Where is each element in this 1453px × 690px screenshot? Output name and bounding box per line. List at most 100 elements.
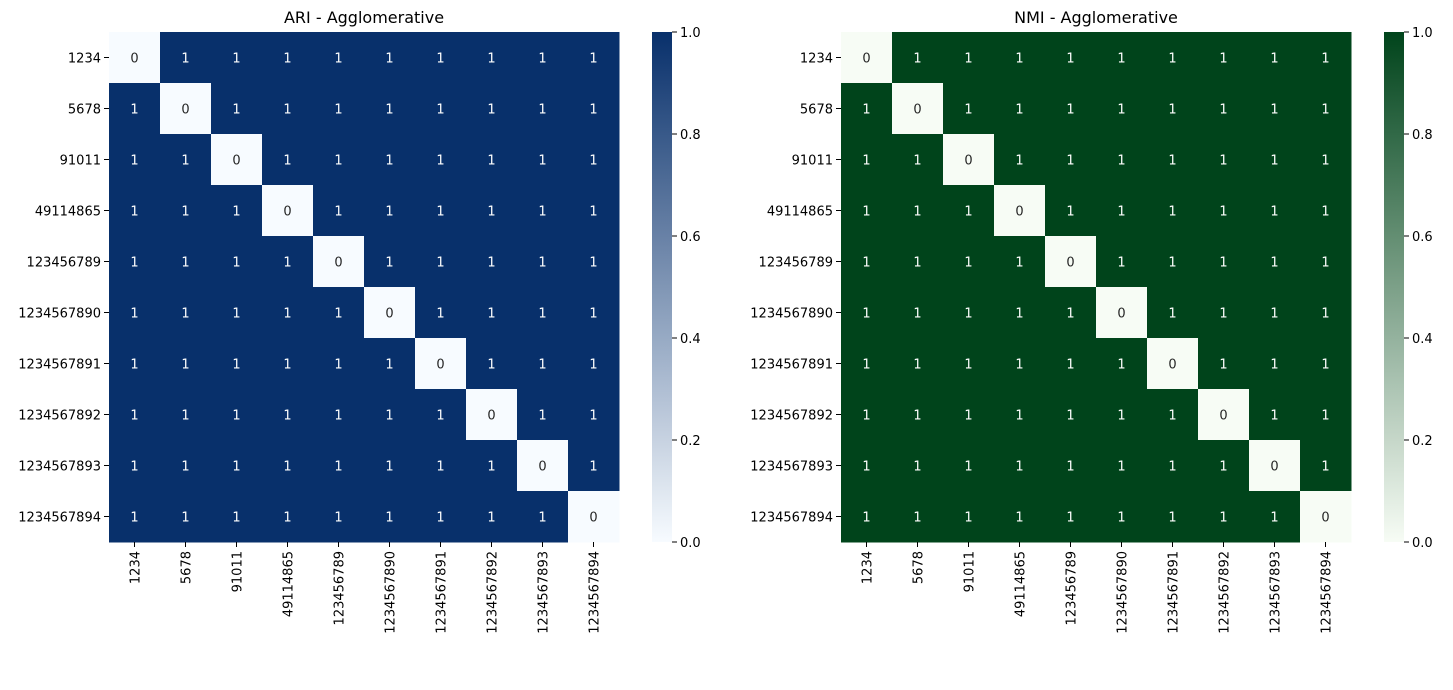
x-tick-label: 91011 [963,551,978,592]
cell-value-label: 1 [862,511,870,526]
cell-value-label: 0 [538,460,546,475]
cell-value-label: 1 [232,358,240,373]
heatmap-cell [994,236,1046,288]
x-tick-label: 123456789 [333,551,348,625]
cell-value-label: 1 [283,511,291,526]
heatmap-cell [517,440,569,492]
cell-value-label: 0 [1117,307,1125,322]
y-tick-label: 1234567891 [18,358,101,373]
cell-value-label: 1 [1270,205,1278,220]
cell-value-label: 1 [283,103,291,118]
heatmap-cell [1300,185,1352,237]
cell-value-label: 1 [1321,154,1329,169]
cell-value-label: 1 [1066,205,1074,220]
cell-value-label: 1 [436,511,444,526]
y-tick-label: 91011 [792,154,833,169]
cell-value-label: 1 [181,154,189,169]
heatmap-cell [1096,83,1148,135]
heatmap-cell [841,440,893,492]
heatmap-cell [1147,236,1199,288]
heatmap-cell [211,338,263,390]
cell-value-label: 1 [1117,511,1125,526]
heatmap-cell [1249,491,1301,543]
cell-value-label: 1 [487,511,495,526]
heatmap-cell [211,491,263,543]
cell-value-label: 1 [1321,52,1329,67]
cell-value-label: 0 [334,256,342,271]
heatmap-cell [160,389,212,441]
y-tick-label: 123456789 [759,256,833,271]
cell-value-label: 1 [385,52,393,67]
cell-value-label: 1 [589,52,597,67]
heatmap-cell [466,185,518,237]
heatmap-cell [517,185,569,237]
cell-value-label: 1 [334,307,342,322]
heatmap-cell [109,491,161,543]
heatmap-cell [364,32,416,84]
heatmap-cell [1045,389,1097,441]
cell-value-label: 1 [1066,409,1074,424]
colorbar-tick-label: 0.0 [1412,536,1433,551]
heatmap-cell [1198,236,1250,288]
y-tick-label: 1234 [68,52,101,67]
colorbar-tick-label: 0.2 [680,434,701,449]
colorbar-tick-label: 0.4 [680,332,701,347]
heatmap-cell [160,236,212,288]
heatmap-cell [313,287,365,339]
heatmap-cell [160,134,212,186]
cell-value-label: 0 [1321,511,1329,526]
chart-title-ari: ARI - Agglomerative [284,8,444,27]
heatmap-cell [415,491,467,543]
cell-value-label: 1 [130,460,138,475]
cell-value-label: 1 [538,358,546,373]
heatmap-cell [1045,185,1097,237]
heatmap-cell [1147,287,1199,339]
heatmap-cell [466,32,518,84]
cell-value-label: 0 [385,307,393,322]
x-tick-label: 1234567894 [1320,551,1335,634]
cell-value-label: 1 [487,460,495,475]
heatmap-cell [1249,338,1301,390]
cell-value-label: 1 [334,52,342,67]
heatmap-cell [568,134,620,186]
heatmap-cell [466,287,518,339]
cell-value-label: 1 [913,307,921,322]
heatmap-cell [1045,440,1097,492]
heatmap-cell [1249,389,1301,441]
heatmap-cell [415,83,467,135]
heatmap-cell [1096,491,1148,543]
cell-value-label: 1 [487,52,495,67]
heatmap-cell [943,32,995,84]
heatmap-cell [466,134,518,186]
heatmap-cell [1198,287,1250,339]
heatmap-cell [1249,134,1301,186]
cell-value-label: 0 [1219,409,1227,424]
heatmap-cell [109,185,161,237]
cell-value-label: 1 [181,511,189,526]
heatmap-cell [943,440,995,492]
heatmap-cell [109,389,161,441]
cell-value-label: 1 [913,511,921,526]
cell-value-label: 1 [385,256,393,271]
heatmap-cell [841,389,893,441]
cell-value-label: 1 [334,409,342,424]
heatmap-cell [1045,236,1097,288]
heatmap-cell [415,134,467,186]
heatmap-cell [1300,389,1352,441]
x-tick-label: 1234567892 [1218,551,1233,634]
heatmap-cell [1045,338,1097,390]
heatmap-cell [211,389,263,441]
cell-value-label: 1 [487,307,495,322]
y-tick-label: 1234567890 [750,307,833,322]
cell-value-label: 1 [1066,358,1074,373]
cell-value-label: 1 [385,409,393,424]
cell-value-label: 1 [1219,205,1227,220]
heatmap-cell [841,185,893,237]
cell-value-label: 1 [181,205,189,220]
cell-value-label: 1 [385,103,393,118]
cell-value-label: 1 [1117,205,1125,220]
heatmap-cell [160,287,212,339]
heatmap-cell [313,338,365,390]
heatmap-cell [466,236,518,288]
